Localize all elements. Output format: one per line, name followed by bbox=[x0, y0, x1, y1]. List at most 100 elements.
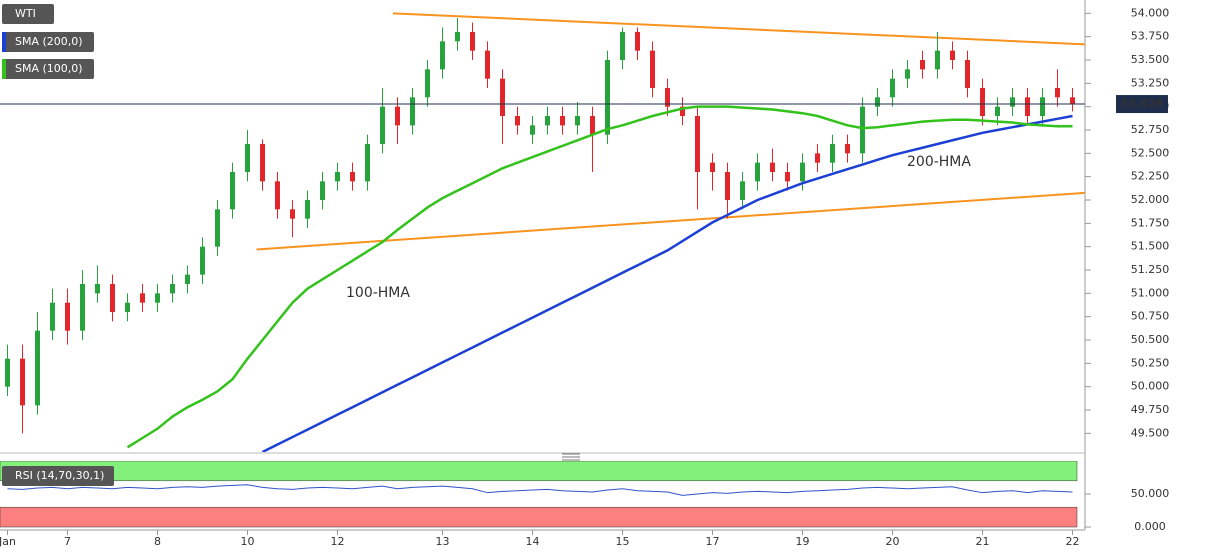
y-tick-label: 50.000 bbox=[1131, 380, 1170, 393]
candle-body bbox=[830, 144, 835, 163]
candle-body bbox=[455, 32, 460, 42]
candle-body bbox=[515, 116, 520, 126]
y-tick-label: 51.000 bbox=[1131, 286, 1170, 299]
candle-body bbox=[110, 284, 115, 312]
y-tick-label: 50.750 bbox=[1131, 310, 1170, 323]
candle-body bbox=[1055, 88, 1060, 98]
last-price-box bbox=[1116, 95, 1168, 114]
candle-body bbox=[620, 32, 625, 60]
candle-body bbox=[5, 358, 10, 387]
candle-body bbox=[140, 293, 145, 303]
y-tick-label: 52.000 bbox=[1131, 193, 1170, 206]
candle-body bbox=[185, 274, 190, 284]
candle-body bbox=[170, 284, 175, 294]
candle-body bbox=[530, 125, 535, 135]
legend-box[interactable] bbox=[2, 59, 94, 79]
y-tick-label: 54.000 bbox=[1131, 6, 1170, 19]
legend-box[interactable] bbox=[2, 4, 54, 24]
candle-body bbox=[380, 106, 385, 144]
candle-body bbox=[920, 60, 925, 70]
candle-body bbox=[275, 181, 280, 210]
candle-body bbox=[365, 144, 370, 182]
candle-body bbox=[980, 88, 985, 116]
y-tick-label: 52.500 bbox=[1131, 146, 1170, 159]
y-tick-label: 52.250 bbox=[1131, 170, 1170, 183]
y-tick-label: 51.750 bbox=[1131, 216, 1170, 229]
x-tick-label: Jan bbox=[0, 535, 16, 548]
annotation: 200-HMA bbox=[907, 154, 971, 170]
sma-line bbox=[261, 114, 1073, 452]
candle-body bbox=[995, 106, 1000, 116]
candle-body bbox=[20, 358, 25, 406]
candle-body bbox=[710, 162, 715, 172]
candle-body bbox=[935, 50, 940, 70]
trendline bbox=[392, 12, 1085, 46]
candle-body bbox=[95, 284, 100, 294]
candle-body bbox=[440, 41, 445, 70]
candle-body bbox=[260, 144, 265, 182]
y-tick-label: 50.250 bbox=[1131, 356, 1170, 369]
x-tick-label: 14 bbox=[526, 535, 540, 548]
y-tick-label: 53.500 bbox=[1131, 53, 1170, 66]
y-tick-label: 53.750 bbox=[1131, 30, 1170, 43]
candle-body bbox=[50, 302, 55, 331]
legend-label: SMA (100,0) bbox=[15, 62, 83, 75]
candle-body bbox=[35, 330, 40, 406]
candle-body bbox=[695, 116, 700, 172]
candle-body bbox=[545, 116, 550, 126]
candle-body bbox=[395, 106, 400, 126]
candle-body bbox=[575, 116, 580, 126]
y-tick-label: 51.500 bbox=[1131, 240, 1170, 253]
candle-body bbox=[290, 209, 295, 219]
candle-body bbox=[500, 78, 505, 116]
candle-body bbox=[905, 69, 910, 79]
last-price-label: 53.028 bbox=[1121, 97, 1163, 110]
annotation: 100-HMA bbox=[346, 285, 410, 301]
x-tick-label: 15 bbox=[616, 535, 630, 548]
x-tick-label: 10 bbox=[241, 535, 255, 548]
candle-body bbox=[80, 284, 85, 331]
x-tick-label: 12 bbox=[331, 535, 345, 548]
y-tick-label: 53.250 bbox=[1131, 76, 1170, 89]
y-tick-label: 49.500 bbox=[1131, 426, 1170, 439]
legend-label: RSI (14,70,30,1) bbox=[15, 469, 104, 482]
legend-box[interactable] bbox=[2, 32, 94, 52]
candle-body bbox=[560, 116, 565, 126]
candle-body bbox=[875, 97, 880, 107]
legend-box[interactable] bbox=[2, 466, 114, 486]
candle-body bbox=[860, 106, 865, 154]
candle-body bbox=[650, 50, 655, 88]
x-tick-label: 17 bbox=[706, 535, 720, 548]
candle-body bbox=[350, 172, 355, 182]
candle-body bbox=[155, 293, 160, 303]
x-tick-label: 7 bbox=[64, 535, 71, 548]
x-tick-label: 20 bbox=[886, 535, 900, 548]
trendline bbox=[256, 191, 1085, 251]
y-tick-label: 50.500 bbox=[1131, 333, 1170, 346]
candle-body bbox=[1040, 97, 1045, 116]
y-tick-label: 49.750 bbox=[1131, 403, 1170, 416]
legend-swatch bbox=[2, 59, 6, 79]
candle-body bbox=[425, 69, 430, 98]
candle-body bbox=[125, 302, 130, 312]
candle-body bbox=[950, 50, 955, 60]
candle-body bbox=[740, 181, 745, 200]
candle-body bbox=[470, 32, 475, 51]
candle-body bbox=[410, 97, 415, 126]
candle-body bbox=[800, 162, 805, 182]
candle-body bbox=[1010, 97, 1015, 107]
splitter[interactable] bbox=[562, 453, 580, 461]
oversold-zone bbox=[0, 506, 1078, 528]
candle-body bbox=[605, 60, 610, 135]
rsi-line bbox=[7, 484, 1073, 496]
candle-body bbox=[200, 246, 205, 275]
rsi-y-tick-label: 0.000 bbox=[1134, 520, 1166, 533]
candle-body bbox=[965, 60, 970, 88]
overlay: 49.500 49.750 50.000 50.250 50.500 50.750 51.0… bbox=[0, 4, 1169, 548]
candle-body bbox=[485, 50, 490, 79]
x-tick-label: 21 bbox=[976, 535, 990, 548]
rsi-y-tick-label: 50.000 bbox=[1131, 487, 1170, 500]
candle-body bbox=[320, 181, 325, 200]
